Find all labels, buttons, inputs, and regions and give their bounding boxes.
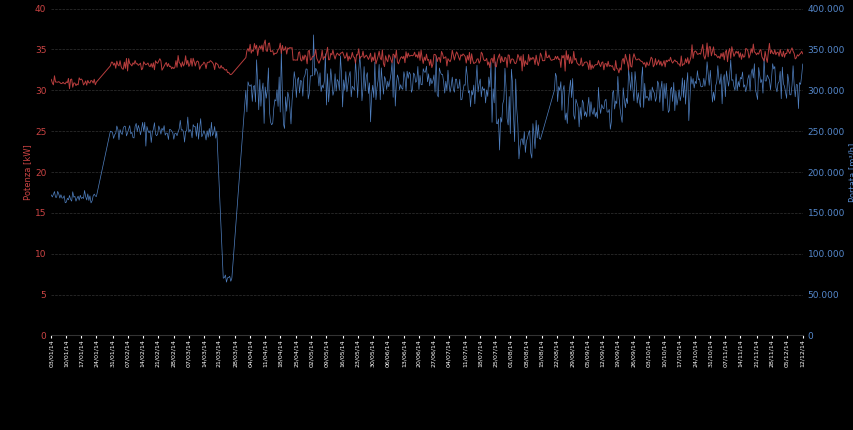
Y-axis label: Potenza [kW]: Potenza [kW] <box>23 144 32 200</box>
Y-axis label: Portata [m³/h]: Portata [m³/h] <box>847 142 853 202</box>
